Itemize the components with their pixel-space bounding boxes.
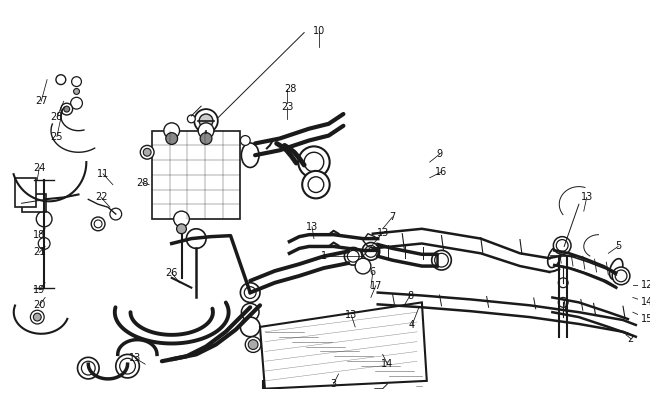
Text: 13: 13 bbox=[580, 193, 593, 202]
Circle shape bbox=[110, 208, 122, 220]
Circle shape bbox=[120, 358, 135, 374]
Circle shape bbox=[166, 133, 177, 144]
Text: 28: 28 bbox=[51, 112, 63, 122]
Text: 23: 23 bbox=[281, 102, 294, 112]
Circle shape bbox=[73, 88, 79, 94]
Circle shape bbox=[116, 354, 139, 378]
Text: 2: 2 bbox=[628, 334, 634, 344]
Circle shape bbox=[240, 136, 250, 145]
Text: 18: 18 bbox=[33, 230, 46, 240]
Circle shape bbox=[33, 313, 41, 321]
Text: 28: 28 bbox=[284, 84, 296, 94]
Text: 24: 24 bbox=[33, 163, 46, 173]
Text: 13: 13 bbox=[129, 353, 142, 363]
Text: 13: 13 bbox=[345, 310, 358, 320]
Bar bbox=[15, 178, 36, 207]
Circle shape bbox=[240, 317, 260, 337]
Circle shape bbox=[31, 310, 44, 324]
Text: 27: 27 bbox=[35, 96, 47, 106]
Text: 3: 3 bbox=[330, 379, 337, 389]
Text: 15: 15 bbox=[642, 314, 650, 324]
Bar bbox=[21, 195, 46, 212]
Text: 4: 4 bbox=[409, 320, 415, 330]
Circle shape bbox=[245, 337, 261, 353]
Circle shape bbox=[302, 171, 330, 198]
Circle shape bbox=[81, 361, 95, 375]
Circle shape bbox=[365, 246, 377, 257]
Circle shape bbox=[91, 217, 105, 231]
Text: 12: 12 bbox=[642, 280, 650, 290]
Circle shape bbox=[347, 250, 359, 262]
Ellipse shape bbox=[548, 247, 561, 268]
Circle shape bbox=[355, 258, 371, 274]
Circle shape bbox=[241, 303, 259, 321]
Text: 5: 5 bbox=[615, 241, 621, 252]
Circle shape bbox=[38, 238, 50, 250]
Text: 14: 14 bbox=[382, 359, 394, 369]
Text: 13: 13 bbox=[376, 228, 389, 238]
Circle shape bbox=[240, 283, 260, 302]
Circle shape bbox=[298, 146, 330, 178]
Circle shape bbox=[187, 115, 195, 123]
Circle shape bbox=[187, 229, 206, 248]
Polygon shape bbox=[260, 302, 427, 389]
Circle shape bbox=[558, 278, 568, 288]
Circle shape bbox=[200, 133, 212, 144]
Text: 1: 1 bbox=[320, 251, 327, 261]
Text: 26: 26 bbox=[166, 268, 178, 278]
Circle shape bbox=[64, 106, 70, 112]
Circle shape bbox=[140, 145, 154, 159]
Text: 17: 17 bbox=[370, 281, 382, 291]
Circle shape bbox=[362, 242, 380, 260]
Text: 20: 20 bbox=[33, 300, 46, 310]
Circle shape bbox=[164, 123, 179, 138]
Text: 22: 22 bbox=[95, 193, 107, 202]
Text: 25: 25 bbox=[51, 132, 63, 141]
Text: 13: 13 bbox=[306, 222, 318, 232]
Circle shape bbox=[71, 97, 83, 109]
Circle shape bbox=[77, 357, 99, 379]
Circle shape bbox=[432, 250, 451, 270]
Text: 16: 16 bbox=[436, 167, 448, 177]
Text: 8: 8 bbox=[407, 290, 413, 301]
Text: 28: 28 bbox=[136, 178, 148, 188]
Circle shape bbox=[558, 298, 568, 307]
Circle shape bbox=[556, 240, 568, 252]
Circle shape bbox=[248, 340, 258, 349]
Circle shape bbox=[72, 77, 81, 86]
Text: 7: 7 bbox=[389, 212, 396, 222]
Circle shape bbox=[36, 211, 52, 227]
Circle shape bbox=[174, 211, 189, 227]
Ellipse shape bbox=[241, 143, 259, 167]
Circle shape bbox=[553, 237, 571, 254]
Text: 11: 11 bbox=[97, 169, 109, 179]
Circle shape bbox=[199, 114, 213, 128]
Text: 9: 9 bbox=[437, 149, 443, 159]
Circle shape bbox=[61, 103, 73, 115]
Circle shape bbox=[143, 148, 151, 156]
Text: 6: 6 bbox=[370, 267, 376, 277]
Circle shape bbox=[56, 75, 66, 84]
Bar bbox=[152, 131, 240, 219]
Circle shape bbox=[612, 267, 630, 285]
Circle shape bbox=[344, 248, 362, 265]
Circle shape bbox=[198, 123, 214, 138]
Circle shape bbox=[244, 286, 256, 298]
Circle shape bbox=[94, 220, 102, 228]
Text: 10: 10 bbox=[313, 26, 325, 36]
Circle shape bbox=[194, 109, 218, 133]
Circle shape bbox=[435, 253, 448, 267]
Circle shape bbox=[177, 224, 187, 234]
Circle shape bbox=[615, 270, 627, 282]
Ellipse shape bbox=[610, 259, 623, 279]
Text: 19: 19 bbox=[33, 285, 46, 295]
Circle shape bbox=[304, 152, 324, 172]
Text: 14: 14 bbox=[642, 298, 650, 307]
Text: 21: 21 bbox=[33, 247, 46, 257]
Circle shape bbox=[308, 177, 324, 193]
